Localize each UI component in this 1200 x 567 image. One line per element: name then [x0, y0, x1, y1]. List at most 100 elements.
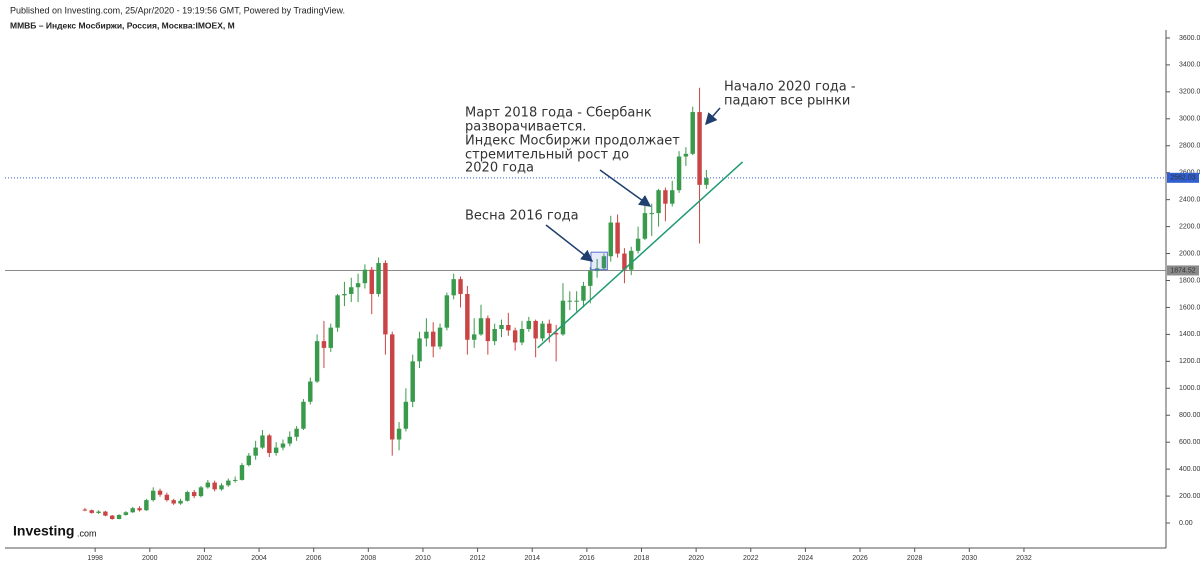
candle-body [499, 324, 504, 330]
x-tick-label: 2026 [852, 555, 868, 562]
x-tick-label: 2028 [907, 555, 923, 562]
candle-body [219, 485, 224, 490]
price-label-box [1167, 172, 1199, 183]
candle-body [519, 329, 525, 343]
candle-body [547, 323, 552, 334]
candle-body [185, 492, 190, 501]
highlight-box [590, 251, 608, 271]
candle-body [437, 327, 443, 347]
candle-body [601, 256, 607, 269]
candle-body [458, 279, 463, 294]
y-tick-label: 1400.00 [1179, 331, 1200, 338]
candle-body [287, 436, 293, 444]
candle-body [116, 514, 122, 519]
candle-body [198, 487, 204, 497]
y-tick-label: 1800.00 [1179, 277, 1200, 284]
x-tick-label: 2024 [798, 555, 814, 562]
candle-body [362, 269, 368, 284]
candle-body [540, 323, 545, 339]
y-tick-label: 600.00 [1179, 439, 1200, 446]
annotation-line: падают все рынки [724, 94, 850, 109]
candle-body [629, 250, 634, 270]
x-tick-label: 2014 [524, 555, 540, 562]
candle-body [588, 271, 593, 286]
y-tick-label: 2400.00 [1179, 196, 1200, 203]
y-tick-label: 2000.00 [1179, 250, 1200, 257]
candle-body [410, 361, 415, 402]
candle-body [205, 482, 211, 488]
candle-body [478, 318, 484, 335]
annotation-arrow [545, 224, 594, 262]
x-tick-label: 2032 [1016, 555, 1032, 562]
price-label-box [1167, 265, 1199, 276]
candle-body [164, 494, 170, 501]
candle-body [430, 331, 436, 347]
candle-body [96, 511, 101, 513]
candle-body [417, 338, 422, 362]
candle-body [465, 293, 470, 340]
candle-body [369, 269, 374, 294]
trend-line [537, 161, 744, 349]
candle-body [690, 112, 695, 154]
y-tick-label: 2800.00 [1179, 143, 1200, 150]
candle-body [212, 482, 217, 490]
candle-body [512, 330, 518, 343]
candle-body [704, 178, 709, 185]
annotation-line: Март 2018 года - Сбербанк [465, 106, 652, 121]
y-tick-label: 1200.00 [1179, 358, 1200, 365]
candle-body [471, 334, 477, 340]
candle-body [253, 447, 258, 456]
candle-body [157, 490, 163, 495]
candle-body [683, 153, 689, 157]
candle-body [383, 262, 388, 335]
x-tick-label: 2020 [688, 555, 704, 562]
candle-body [615, 222, 620, 254]
x-tick-label: 2030 [962, 555, 978, 562]
y-tick-label: 400.00 [1179, 466, 1200, 473]
candle-body [424, 331, 429, 339]
candle-body [581, 285, 586, 301]
candle-body [526, 320, 532, 330]
x-tick-label: 2018 [634, 555, 650, 562]
candle-body [567, 300, 573, 302]
annotation-line: Весна 2016 года [465, 209, 579, 224]
candle-body [280, 443, 286, 448]
candle-body [239, 465, 245, 480]
annotation-line: разворачивается. [465, 120, 586, 135]
candle-body [150, 490, 156, 501]
candle-body [178, 500, 183, 504]
y-tick-label: 3000.00 [1179, 116, 1200, 123]
x-tick-label: 2008 [361, 555, 377, 562]
chart-title: ММВБ – Индекс Мосбиржи, Россия, Москва:I… [10, 20, 235, 30]
candle-body [267, 435, 272, 453]
candle-body [670, 190, 675, 204]
y-tick-label: 2200.00 [1179, 223, 1200, 230]
candle-body [110, 515, 115, 519]
price-label: 1874.52 [1170, 267, 1195, 274]
logo-name: Investing [13, 523, 74, 539]
annotation-line: Индекс Мосбиржи продолжает [465, 134, 680, 149]
candle-body [342, 293, 347, 296]
logo-suffix: .com [77, 528, 97, 538]
candle-body [314, 341, 320, 382]
candle-body [635, 238, 641, 251]
candle-body [485, 318, 491, 342]
x-tick-label: 2002 [197, 555, 213, 562]
annotation-arrow [705, 107, 721, 126]
candle-body [560, 300, 566, 335]
candle-body [697, 112, 702, 185]
candle-body [130, 508, 135, 513]
annotation-line: 2020 года [465, 161, 534, 176]
annotations: Весна 2016 года Март 2018 года - Сбербан… [465, 80, 856, 262]
candle-body [663, 190, 668, 204]
y-tick-label: 3200.00 [1179, 89, 1200, 96]
annotation-arrow [599, 169, 652, 207]
candle-body [656, 190, 661, 214]
source-line: Published on Investing.com, 25/Apr/2020 … [10, 5, 345, 15]
candle-body [608, 222, 613, 257]
candle-body [533, 320, 538, 339]
x-tick-label: 2022 [743, 555, 759, 562]
candle-body [376, 262, 381, 294]
candle-body [246, 455, 252, 466]
x-tick-label: 2010 [415, 555, 431, 562]
